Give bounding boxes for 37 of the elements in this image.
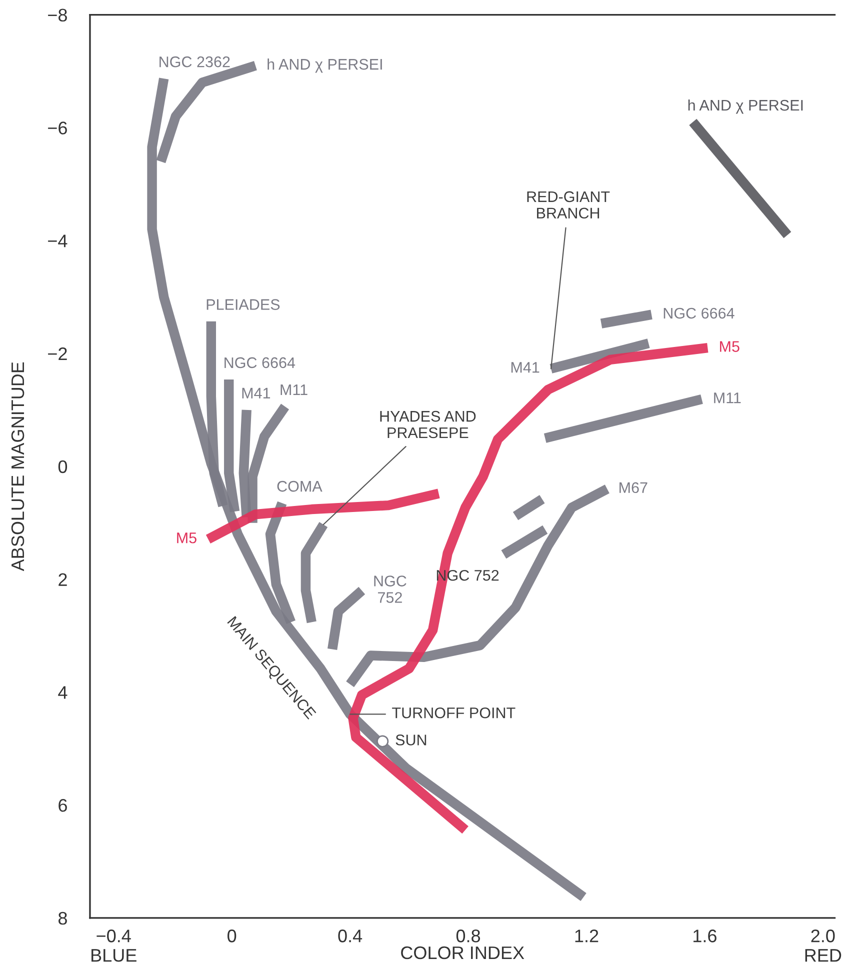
series-label: M5 — [720, 341, 740, 352]
series-label: NGC 752 — [374, 576, 406, 603]
annotation: TURNOFF POINT — [392, 707, 516, 718]
annotation: SUN — [396, 734, 426, 746]
series-label: M67 — [620, 482, 648, 494]
y-tick-label: −8 — [48, 8, 67, 22]
x-tick-label: 1.6 — [694, 930, 716, 942]
y-axis-title: ABSOLUTE MAGNITUDE — [11, 362, 24, 572]
series-label: M5 — [177, 532, 196, 544]
y-tick-label: 6 — [58, 798, 67, 812]
x-tick-label: 0.8 — [456, 930, 480, 942]
series-label: M41 — [511, 362, 540, 373]
series-label: NGC 6664 — [664, 308, 734, 319]
series-label: NGC 2362 — [160, 56, 230, 68]
y-tick-label: 4 — [58, 686, 68, 699]
series-label: NGC 6664 — [224, 357, 296, 368]
y-tick-label: 0 — [58, 460, 68, 474]
x-tick-label: 0.4 — [338, 930, 362, 942]
series-label: h AND χ PERSEI — [268, 58, 382, 73]
y-tick-label: 2 — [58, 573, 67, 586]
series-label: h AND χ PERSEI — [688, 99, 803, 114]
series-label: M41 — [242, 388, 270, 398]
y-tick-label: −6 — [48, 122, 67, 134]
x-tick-label: 1.2 — [575, 930, 598, 942]
x-tick-label: −0.4 BLUE — [92, 930, 136, 962]
y-tick-label: 8 — [58, 912, 67, 925]
series-label: M11 — [280, 384, 308, 396]
x-tick-label: 0 — [228, 930, 236, 942]
annotation: HYADES AND PRAESEPE — [380, 410, 476, 438]
series-label: M11 — [714, 392, 741, 404]
y-tick-label: −4 — [48, 234, 68, 248]
x-axis-title: COLOR INDEX — [401, 946, 524, 960]
series-label: COMA — [277, 480, 322, 492]
x-tick-label: 2.0 RED — [805, 930, 842, 962]
y-tick-label: −2 — [48, 347, 67, 360]
annotation: RED-GIANT BRANCH — [527, 191, 610, 219]
series-label: PLEIADES — [206, 299, 280, 310]
